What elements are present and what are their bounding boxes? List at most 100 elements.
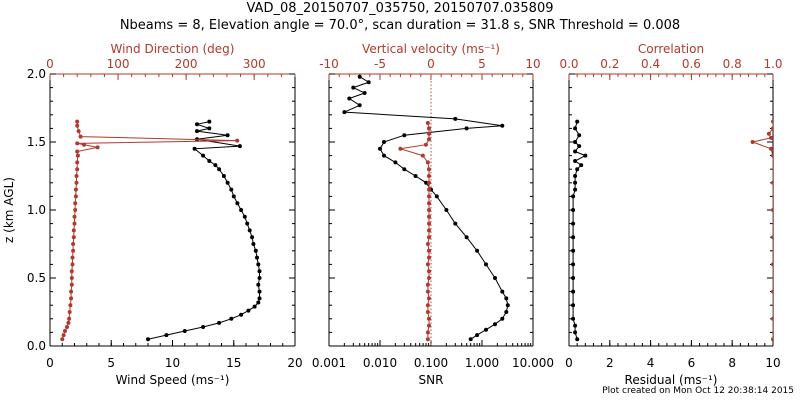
data-point [252,304,257,309]
data-point [347,96,352,101]
data-point [75,141,80,146]
data-point [251,242,256,246]
top-tick-label: 0.6 [682,57,701,71]
top-tick-label: 0.2 [600,57,619,71]
data-point [771,316,773,321]
data-point [245,221,250,226]
data-point [235,138,240,143]
data-point [427,167,431,172]
data-point [257,296,262,301]
top-axis-label: Correlation [638,42,704,56]
data-point [771,119,773,124]
data-point [71,248,76,253]
bottom-tick-label: 1.000 [465,356,499,370]
data-point [257,269,262,274]
data-point [771,262,773,267]
data-point [573,126,578,131]
data-point [425,310,430,314]
data-point [573,323,578,328]
data-point [425,282,430,287]
data-point [182,329,187,333]
data-point [425,262,430,267]
data-point [225,133,230,138]
data-point [393,160,398,165]
data-point [771,153,773,158]
data-point [425,337,430,342]
data-point [505,303,510,308]
data-point [427,174,431,178]
data-point [427,255,431,260]
bottom-tick-label: 20 [287,356,302,370]
data-point [146,337,150,342]
data-point [69,269,74,274]
bottom-axis-label: Wind Speed (ms⁻¹) [116,373,230,387]
data-point [427,269,431,274]
data-point [357,74,362,79]
data-point [475,333,480,338]
top-tick-label: 0.4 [641,57,660,71]
data-point [427,194,431,199]
data-point [500,123,505,128]
data-point [464,235,469,240]
data-point [575,167,580,172]
bottom-tick-label: 10 [765,356,780,370]
data-point [217,167,222,172]
bottom-tick-label: 5 [107,356,115,370]
data-point [74,180,79,185]
data-point [425,121,430,125]
data-point [256,262,261,267]
series-wind-speed [146,119,262,342]
data-point [575,119,580,124]
data-point [573,174,578,178]
data-point [75,149,80,154]
top-axis-label: Wind Direction (deg) [111,42,235,56]
data-point [571,316,576,321]
data-point [402,167,407,172]
data-point [382,140,386,144]
data-point [250,235,255,240]
data-point [444,208,449,212]
data-point [771,235,773,240]
data-point [75,160,80,165]
data-point [575,337,580,342]
series-vertical-velocity [398,121,431,342]
data-point [357,103,362,108]
data-point [427,235,431,240]
data-point [579,163,584,168]
data-point [573,330,578,335]
top-tick-label: 0.0 [559,57,578,71]
top-tick-label: 10 [525,57,540,71]
data-point [71,242,76,246]
top-tick-label: 300 [243,57,266,71]
data-point [500,289,505,294]
data-point [427,228,431,233]
data-point [427,248,431,253]
data-point [573,149,578,154]
top-tick-label: 5 [478,57,486,71]
data-point [425,242,430,246]
data-point [468,337,473,342]
data-point [771,126,773,131]
data-point [771,289,773,294]
data-point [73,208,78,212]
data-point [164,333,169,338]
data-point [70,255,75,260]
bottom-tick-label: 0 [565,356,573,370]
data-point [237,144,242,149]
data-point [69,276,74,280]
data-point [424,180,429,185]
data-point [60,337,65,342]
data-point [571,248,576,253]
data-point [571,235,576,240]
data-point [425,303,430,308]
data-point [427,323,431,328]
bottom-tick-label: 0.001 [312,356,346,370]
data-point [475,248,480,253]
data-point [573,180,578,185]
data-point [65,325,69,329]
data-point [229,187,234,192]
data-point [427,276,431,280]
y-tick-label: 2.0 [27,67,46,81]
data-point [235,201,240,206]
data-point [453,221,458,226]
